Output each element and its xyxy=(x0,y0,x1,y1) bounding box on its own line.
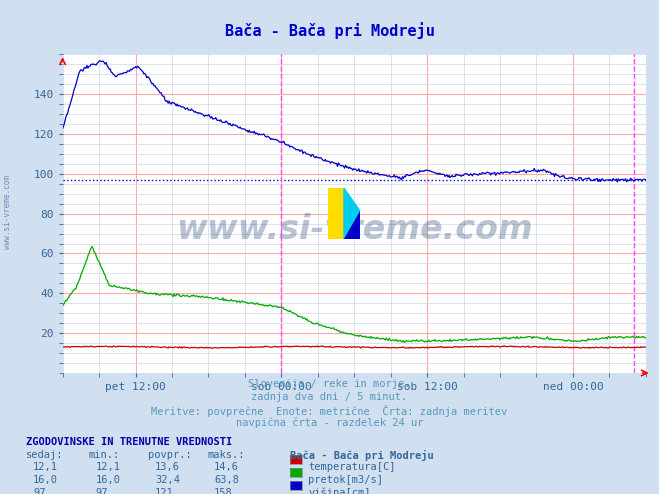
Text: www.si-vreme.com: www.si-vreme.com xyxy=(176,213,532,246)
Text: zadnja dva dni / 5 minut.: zadnja dva dni / 5 minut. xyxy=(251,392,408,402)
Text: maks.:: maks.: xyxy=(208,450,245,459)
Text: 97: 97 xyxy=(96,488,108,494)
Text: 12,1: 12,1 xyxy=(96,462,121,472)
Text: 16,0: 16,0 xyxy=(96,475,121,485)
Text: min.:: min.: xyxy=(89,450,120,459)
Text: Bača - Bača pri Modreju: Bača - Bača pri Modreju xyxy=(225,22,434,39)
Text: 121: 121 xyxy=(155,488,173,494)
Text: 158: 158 xyxy=(214,488,233,494)
Text: 32,4: 32,4 xyxy=(155,475,180,485)
Text: Bača - Bača pri Modreju: Bača - Bača pri Modreju xyxy=(290,450,434,460)
Text: 13,6: 13,6 xyxy=(155,462,180,472)
Text: 14,6: 14,6 xyxy=(214,462,239,472)
Text: 16,0: 16,0 xyxy=(33,475,58,485)
Text: višina[cm]: višina[cm] xyxy=(308,488,371,494)
Text: Slovenija / reke in morje.: Slovenija / reke in morje. xyxy=(248,379,411,389)
Text: 63,8: 63,8 xyxy=(214,475,239,485)
Text: ZGODOVINSKE IN TRENUTNE VREDNOSTI: ZGODOVINSKE IN TRENUTNE VREDNOSTI xyxy=(26,437,233,447)
Text: navpična črta - razdelek 24 ur: navpična črta - razdelek 24 ur xyxy=(236,418,423,428)
Text: www.si-vreme.com: www.si-vreme.com xyxy=(3,175,13,249)
Text: povpr.:: povpr.: xyxy=(148,450,192,459)
Text: 97: 97 xyxy=(33,488,45,494)
Text: 12,1: 12,1 xyxy=(33,462,58,472)
Text: sedaj:: sedaj: xyxy=(26,450,64,459)
Text: pretok[m3/s]: pretok[m3/s] xyxy=(308,475,384,485)
Text: Meritve: povprečne  Enote: metrične  Črta: zadnja meritev: Meritve: povprečne Enote: metrične Črta:… xyxy=(152,405,507,417)
Text: temperatura[C]: temperatura[C] xyxy=(308,462,396,472)
